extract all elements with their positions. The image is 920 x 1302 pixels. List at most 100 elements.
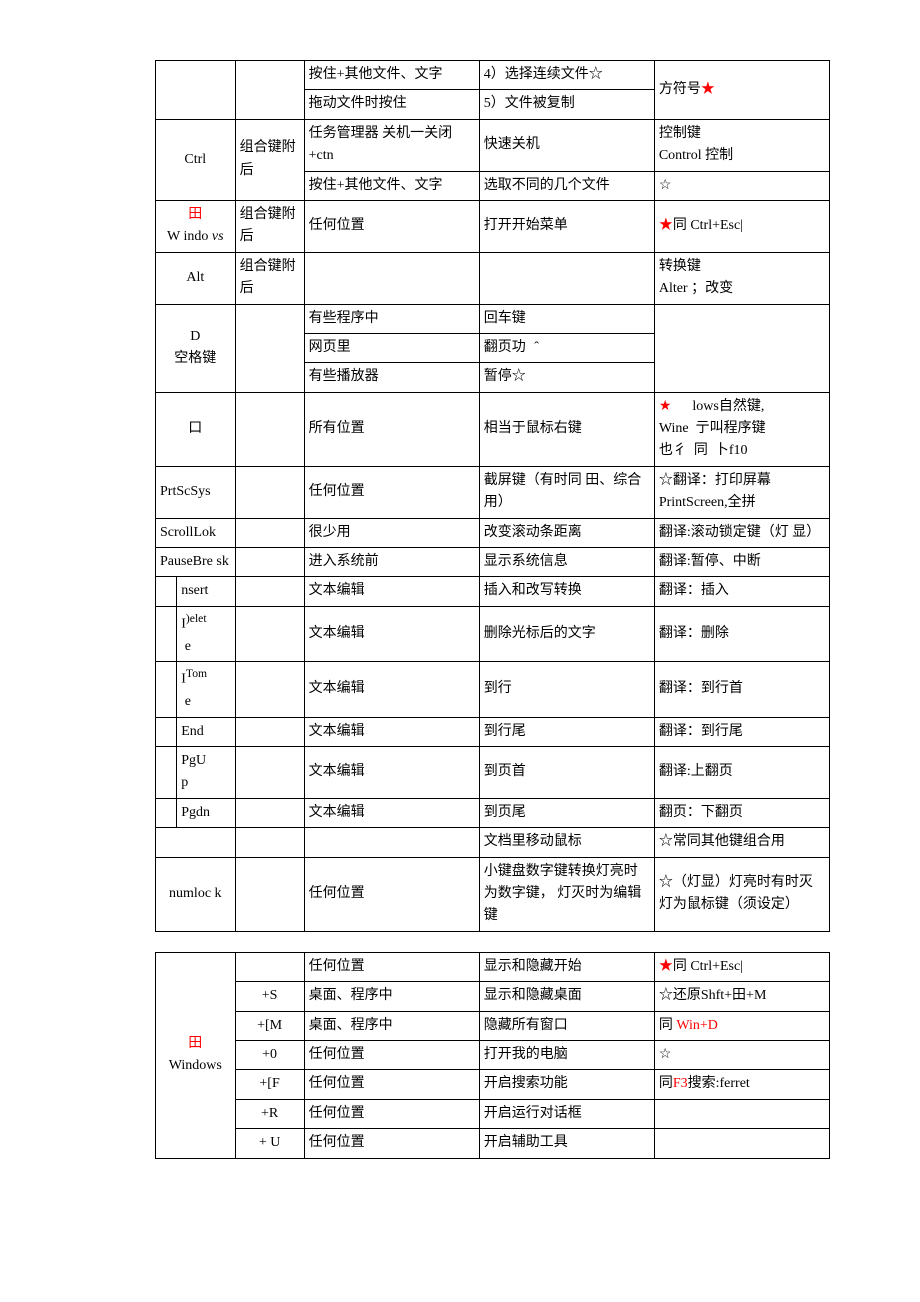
cell: 改变滚动条距离	[479, 518, 654, 547]
cell: 到行	[479, 662, 654, 717]
cell: 文本编辑	[304, 662, 479, 717]
cell: 打开开始菜单	[479, 200, 654, 252]
cell	[654, 1129, 829, 1158]
cell	[304, 828, 479, 857]
cell: 翻译：到行首	[654, 662, 829, 717]
cell: 插入和改写转换	[479, 577, 654, 606]
cell: 任何位置	[304, 1070, 479, 1099]
cell: 文本编辑	[304, 747, 479, 799]
cell: 任何位置	[304, 1099, 479, 1128]
cell: 翻页功能̂	[479, 333, 654, 362]
cell: 隐藏所有窗口	[479, 1011, 654, 1040]
table-row: Ctrl 组合键附后 任务管理器 关机一关闭+ctn 快速关机 控制键Contr…	[156, 119, 830, 171]
table-row: + U 任何位置 开启辅助工具	[156, 1129, 830, 1158]
cell	[156, 747, 177, 799]
cell: ☆	[654, 171, 829, 200]
cell: 显示系统信息	[479, 548, 654, 577]
table-row: 田W indo vs 组合键附后 任何位置 打开开始菜单 ★同 Ctrl+Esc…	[156, 200, 830, 252]
cell	[235, 717, 304, 746]
table-row: nsert 文本编辑 插入和改写转换 翻译：插入	[156, 577, 830, 606]
cell	[235, 857, 304, 931]
cell	[156, 61, 236, 120]
cell: 进入系统前	[304, 548, 479, 577]
cell: 文本编辑	[304, 577, 479, 606]
document-page: 按住+其他文件、文字 4）选择连续文件☆ 方符号★ 拖动文件时按住 5）文件被复…	[0, 0, 920, 1219]
cell	[235, 61, 304, 120]
cell	[654, 304, 829, 392]
cell: ScrollLok	[156, 518, 236, 547]
cell: 开启辅助工具	[479, 1129, 654, 1158]
cell	[156, 662, 177, 717]
table-row: 田Windows 任何位置 显示和隐藏开始 ★同 Ctrl+Esc|	[156, 952, 830, 981]
cell: 删除光标后的文字	[479, 606, 654, 661]
cell	[654, 1099, 829, 1128]
cell: PrtScSys	[156, 466, 236, 518]
cell: 任何位置	[304, 200, 479, 252]
cell: 打开我的电脑	[479, 1040, 654, 1069]
cell: 翻译:上翻页	[654, 747, 829, 799]
cell: 所有位置	[304, 392, 479, 466]
cell: 很少用	[304, 518, 479, 547]
cell	[235, 466, 304, 518]
table-row: numloc k 任何位置 小键盘数字键转换灯亮时为数字键， 灯灭时为编辑键 ☆…	[156, 857, 830, 931]
cell: nsert	[177, 577, 235, 606]
cell: 文本编辑	[304, 717, 479, 746]
cell	[156, 577, 177, 606]
cell: ☆	[654, 1040, 829, 1069]
cell: 开启搜索功能	[479, 1070, 654, 1099]
cell	[156, 717, 177, 746]
cell: + U	[235, 1129, 304, 1158]
cell: +0	[235, 1040, 304, 1069]
cell: 小键盘数字键转换灯亮时为数字键， 灯灭时为编辑键	[479, 857, 654, 931]
cell: Ctrl	[156, 119, 236, 200]
cell	[235, 548, 304, 577]
cell: numloc k	[156, 857, 236, 931]
cell: 相当于鼠标右键	[479, 392, 654, 466]
table-row: 口 所有位置 相当于鼠标右键 ★ lows自然键,Wine 亍叫程序键也彳 同 …	[156, 392, 830, 466]
cell: 任务管理器 关机一关闭+ctn	[304, 119, 479, 171]
cell	[235, 518, 304, 547]
cell: 4）选择连续文件☆	[479, 61, 654, 90]
cell	[235, 662, 304, 717]
table-row: +R 任何位置 开启运行对话框	[156, 1099, 830, 1128]
cell: ☆翻译：打印屏幕PrintScreen,全拼	[654, 466, 829, 518]
cell	[156, 606, 177, 661]
table-row: I)elet e 文本编辑 删除光标后的文字 翻译：删除	[156, 606, 830, 661]
cell: 选取不同的几个文件	[479, 171, 654, 200]
cell: 截屏键（有时同 田、综合用）	[479, 466, 654, 518]
cell: 翻译：删除	[654, 606, 829, 661]
cell: 显示和隐藏开始	[479, 952, 654, 981]
cell: 有些程序中	[304, 304, 479, 333]
cell: 同F3搜索:ferret	[654, 1070, 829, 1099]
cell: 显示和隐藏桌面	[479, 982, 654, 1011]
cell: 到行尾	[479, 717, 654, 746]
cell	[235, 606, 304, 661]
cell: PauseBre sk	[156, 548, 236, 577]
cell: 转换键Alter ；改变	[654, 252, 829, 304]
cell: 开启运行对话框	[479, 1099, 654, 1128]
cell: 任何位置	[304, 1040, 479, 1069]
cell: 任何位置	[304, 1129, 479, 1158]
cell: ★同 Ctrl+Esc|	[654, 200, 829, 252]
cell: 组合键附后	[235, 252, 304, 304]
cell: ★同 Ctrl+Esc|	[654, 952, 829, 981]
cell: 口	[156, 392, 236, 466]
cell: 翻译:滚动锁定键（灯 显）	[654, 518, 829, 547]
cell: 按住+其他文件、文字	[304, 61, 479, 90]
table-row: PgUp 文本编辑 到页首 翻译:上翻页	[156, 747, 830, 799]
cell: I)elet e	[177, 606, 235, 661]
table-row: Pgdn 文本编辑 到页尾 翻页：下翻页	[156, 798, 830, 827]
cell: 组合键附后	[235, 200, 304, 252]
cell: 5）文件被复制	[479, 90, 654, 119]
cell: 按住+其他文件、文字	[304, 171, 479, 200]
cell: D空格键	[156, 304, 236, 392]
cell: 到页首	[479, 747, 654, 799]
cell: 控制键Control 控制	[654, 119, 829, 171]
cell: +S	[235, 982, 304, 1011]
cell: 田W indo vs	[156, 200, 236, 252]
cell: 文档里移动鼠标	[479, 828, 654, 857]
cell: 桌面、程序中	[304, 982, 479, 1011]
cell: 任何位置	[304, 857, 479, 931]
cell: 到页尾	[479, 798, 654, 827]
table-row: End 文本编辑 到行尾 翻译：到行尾	[156, 717, 830, 746]
